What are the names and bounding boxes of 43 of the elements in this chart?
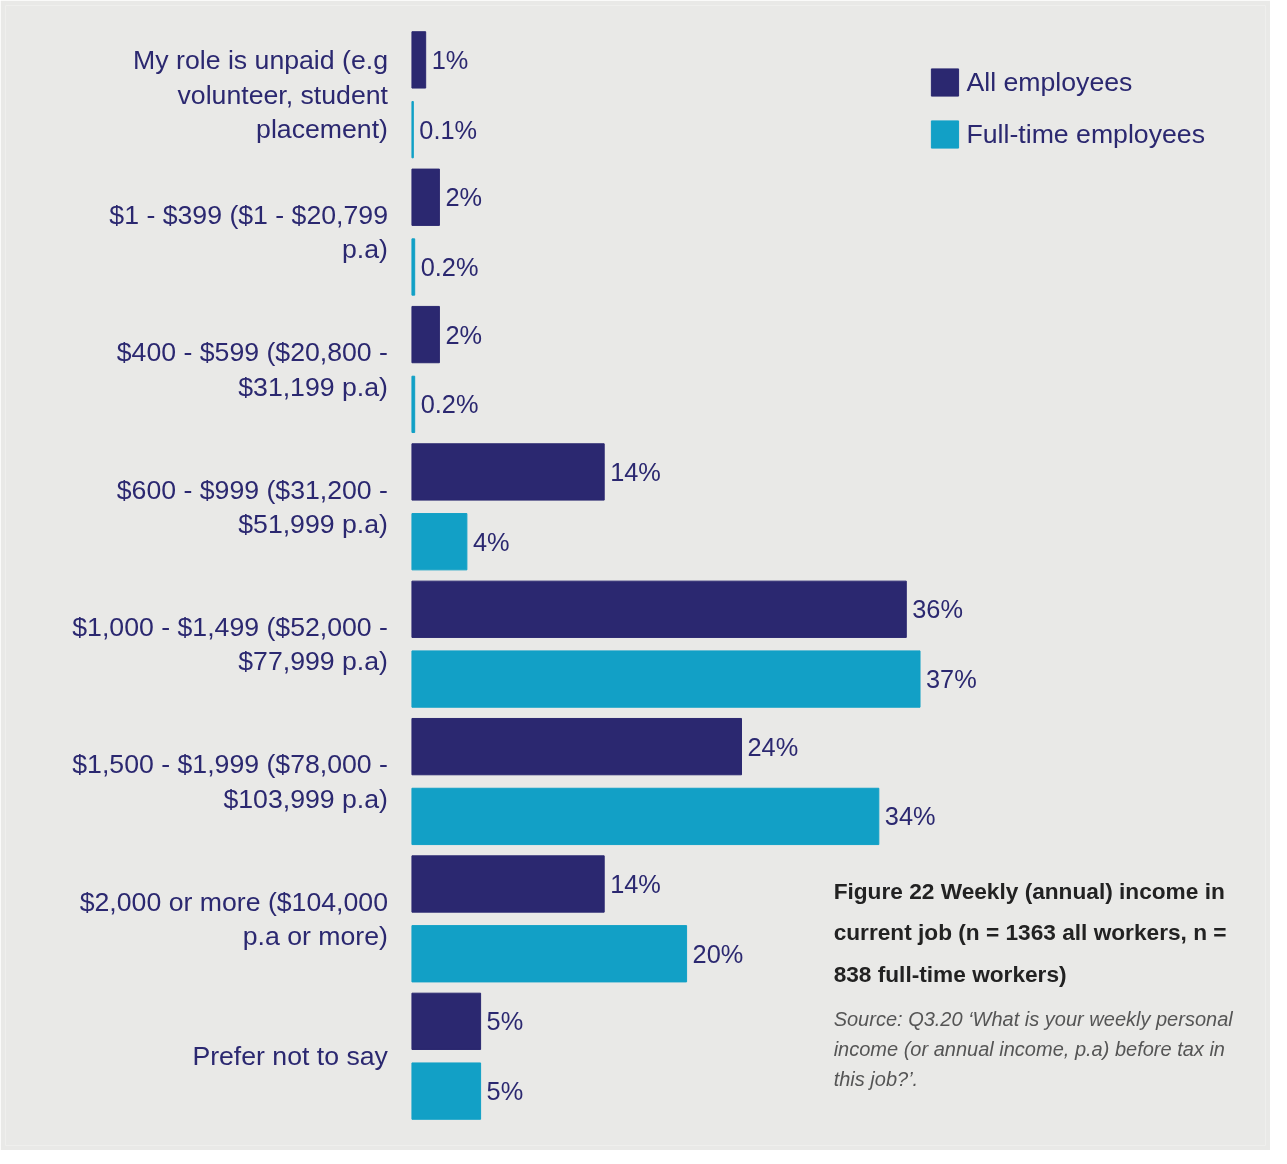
bar — [411, 31, 427, 89]
y-tick-label: My role is unpaid (e.g volunteer, student placement) — [133, 45, 389, 145]
bar — [411, 717, 743, 776]
y-tick-label: $1,000 - $1,499 ($52,000 - $77,999 p.a) — [72, 611, 388, 677]
data-label: 36% — [912, 595, 963, 624]
data-label: 34% — [884, 802, 936, 831]
bar — [411, 443, 605, 501]
y-tick-label: $400 - $599 ($20,800 - $31,199 p.a) — [116, 337, 388, 402]
data-label: 5% — [486, 1077, 524, 1106]
y-tick-label: $1,500 - $1,999 ($78,000 - $103,999 p.a) — [72, 749, 388, 814]
text: Figure 22 Weekly (annual) income in current job (n = 1363 all workers, n = 838 full-time workers) — [833, 877, 1227, 987]
bar — [411, 580, 907, 638]
data-label: 4% — [472, 527, 510, 556]
data-label: 2% — [445, 320, 483, 349]
bar — [411, 992, 482, 1050]
data-label: 0.2% — [420, 390, 479, 419]
data-label: 24% — [747, 732, 799, 761]
y-tick-label: $1 - $399 ($1 - $20,799 p.a) — [109, 199, 388, 265]
bar — [411, 168, 440, 226]
data-label: 0.1% — [419, 115, 478, 144]
bar — [411, 650, 921, 708]
bar — [411, 305, 440, 364]
bar — [411, 855, 605, 913]
y-tick-label: $2,000 or more ($104,000 p.a or more) — [79, 886, 388, 952]
bar — [411, 375, 416, 434]
data-label: 0.2% — [420, 253, 479, 282]
y-tick-label: Prefer not to say — [192, 1041, 389, 1072]
bar — [411, 238, 416, 296]
data-label: 5% — [486, 1007, 524, 1036]
y-tick-label: $600 - $999 ($31,200 - $51,999 p.a) — [116, 474, 388, 540]
legend-label: All employees — [966, 66, 1133, 98]
annotation: Source: Q3.20 ‘What is your weekly personal income (or annual income, p.a) before tax in this job?’. — [833, 1008, 1234, 1090]
data-label: 1% — [431, 45, 469, 74]
data-label: 37% — [926, 665, 977, 694]
bar — [411, 513, 468, 571]
data-label: 20% — [692, 939, 744, 968]
legend-label: Full-time employees — [966, 118, 1205, 150]
bar — [411, 925, 688, 983]
bar — [411, 1062, 482, 1120]
data-label: 14% — [610, 457, 661, 486]
data-label: 14% — [610, 869, 661, 898]
data-label: 2% — [445, 183, 483, 212]
bar — [411, 787, 880, 846]
